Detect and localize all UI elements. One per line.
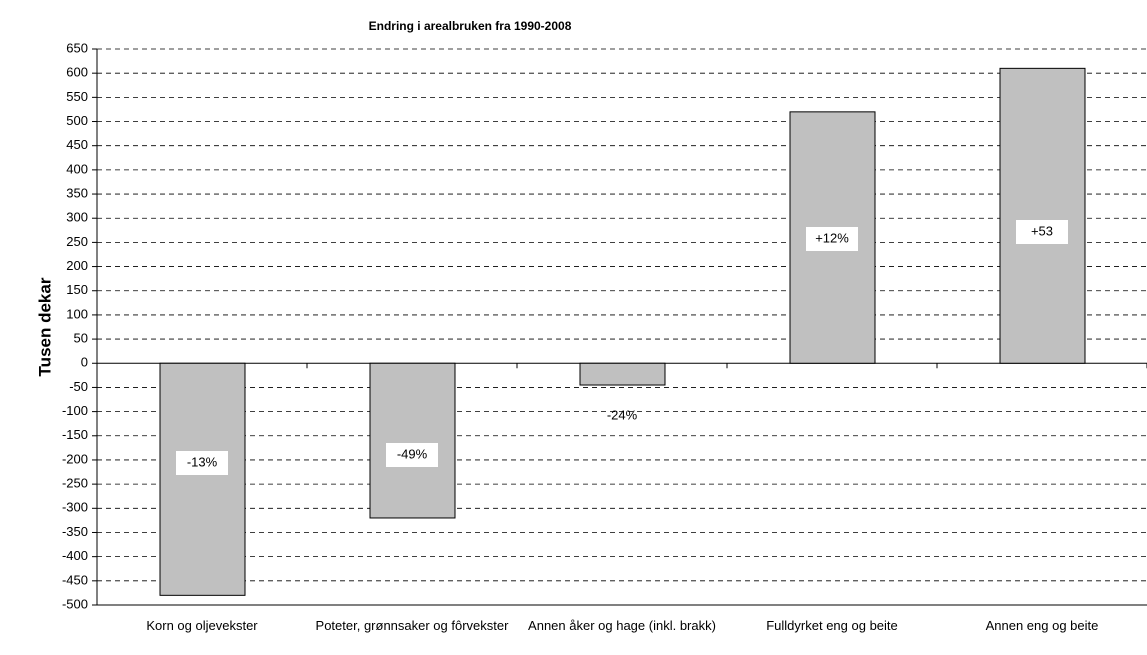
x-tick-label: Annen eng og beite xyxy=(985,618,1099,633)
annotation-box xyxy=(806,227,858,251)
y-tick-label: -400 xyxy=(62,548,88,563)
y-tick-label: -250 xyxy=(62,476,88,491)
y-axis-label: Tusen dekar xyxy=(35,277,54,376)
chart-title: Endring i arealbruken fra 1990-2008 xyxy=(369,19,572,33)
y-tick-label: 550 xyxy=(66,89,88,104)
y-tick-label: 200 xyxy=(66,258,88,273)
y-tick-label: 450 xyxy=(66,137,88,152)
x-tick-label: Korn og oljevekster xyxy=(146,618,258,633)
x-tick-label: Poteter, grønnsaker og fôrvekster xyxy=(315,618,509,633)
y-tick-label: -450 xyxy=(62,572,88,587)
y-tick-label: 300 xyxy=(66,210,88,225)
y-tick-label: 250 xyxy=(66,234,88,249)
y-tick-label: 500 xyxy=(66,113,88,128)
annotation: -49% xyxy=(397,446,428,461)
y-tick-label: -150 xyxy=(62,427,88,442)
annotation-box xyxy=(386,443,438,467)
y-tick-label: -100 xyxy=(62,403,88,418)
bar xyxy=(999,67,1086,364)
y-tick-label: 350 xyxy=(66,185,88,200)
y-tick-label: -500 xyxy=(62,596,88,611)
y-tick-label: -200 xyxy=(62,451,88,466)
y-tick-label: -50 xyxy=(69,379,88,394)
annotation-box xyxy=(176,451,228,475)
y-tick-label: -300 xyxy=(62,500,88,515)
annotation-box xyxy=(1016,220,1068,244)
annotation: -24% xyxy=(607,407,638,422)
bar xyxy=(579,362,666,386)
y-tick-label: 0 xyxy=(81,355,88,370)
x-tick-label: Annen åker og hage (inkl. brakk) xyxy=(528,618,716,633)
y-tick-label: -350 xyxy=(62,524,88,539)
annotation: +12% xyxy=(815,230,849,245)
x-tick-label: Fulldyrket eng og beite xyxy=(766,618,898,633)
bar xyxy=(159,362,246,596)
annotation: -13% xyxy=(187,454,218,469)
y-tick-label: 150 xyxy=(66,282,88,297)
annotation: +53 xyxy=(1031,223,1053,238)
bar xyxy=(369,362,456,519)
y-tick-label: 650 xyxy=(66,40,88,55)
y-tick-label: 400 xyxy=(66,161,88,176)
y-tick-label: 100 xyxy=(66,306,88,321)
y-tick-label: 50 xyxy=(74,331,88,346)
y-tick-label: 600 xyxy=(66,65,88,80)
